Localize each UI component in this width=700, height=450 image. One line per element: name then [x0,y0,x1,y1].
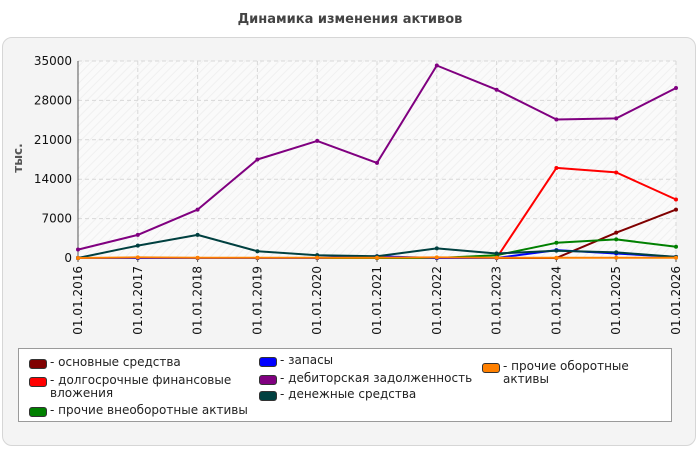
x-tick-label: 01.01.2020 [310,266,324,335]
y-tick-label: 21000 [34,133,72,147]
legend-label: - денежные средства [280,387,417,401]
legend-swatch [29,377,47,387]
legend-swatch [29,407,47,417]
legend-item: - основные средства [29,356,249,369]
x-tick-label: 01.01.2022 [430,266,444,335]
y-tick-label: 35000 [34,54,72,68]
data-point [674,86,678,91]
data-point [614,250,619,255]
data-point [614,230,619,235]
x-tick-label: 01.01.2017 [131,266,145,335]
chart-title: Динамика изменения активов [237,12,463,27]
legend-item: - денежные средства [259,388,479,401]
data-point [135,232,140,237]
data-point [195,207,200,212]
legend-item: - прочие внеоборотные активы [29,404,259,417]
x-tick-label: 01.01.2019 [250,266,264,335]
legend-label: - дебиторская задолженность [280,371,473,385]
x-tick-label: 01.01.2023 [490,266,504,335]
legend-swatch [259,391,277,401]
legend-label: - прочие внеоборотные активы [50,403,248,417]
legend-label: - основные средства [50,355,181,369]
data-point [434,63,439,68]
data-point [255,249,260,254]
data-point [674,255,678,260]
legend: - основные средства - долгосрочные финан… [18,348,672,422]
data-point [195,255,200,260]
y-tick-label: 28000 [34,93,72,107]
data-point [195,232,200,237]
y-tick-label: 0 [64,251,72,265]
data-point [674,207,678,212]
y-tick-label: 7000 [41,212,72,226]
legend-swatch [482,363,500,373]
data-point [674,244,678,249]
legend-swatch [259,375,277,385]
legend-label: - прочие оборотные активы [503,359,629,386]
data-point [315,138,320,143]
data-point [76,256,80,260]
legend-item: - долгосрочные финансовые вложения [29,374,239,400]
data-point [554,240,559,245]
data-point [614,116,619,121]
data-point [135,243,140,248]
data-point [494,255,499,260]
data-point [494,251,499,256]
x-tick-label: 01.01.2026 [669,266,683,335]
data-point [494,87,499,92]
legend-label: - запасы [280,353,334,367]
x-tick-label: 01.01.2025 [609,266,623,335]
data-point [554,255,559,260]
data-point [554,248,559,253]
data-point [76,247,80,252]
legend-label: - долгосрочные финансовые вложения [50,373,232,400]
data-point [614,237,619,242]
data-point [554,165,559,170]
legend-swatch [259,357,277,367]
data-point [255,255,260,260]
legend-item: - дебиторская задолженность [259,372,489,385]
x-tick-label: 01.01.2021 [370,266,384,335]
data-point [554,117,559,122]
y-tick-label: 14000 [34,172,72,186]
x-tick-label: 01.01.2018 [191,266,205,335]
data-point [255,157,260,162]
data-point [614,255,619,260]
legend-swatch [29,359,47,369]
legend-item: - прочие оборотные активы [482,360,672,386]
data-point [135,255,140,260]
x-tick-label: 01.01.2024 [549,266,563,335]
data-point [674,197,678,202]
data-point [434,255,439,260]
y-axis-label: тыс. [11,143,25,172]
data-point [315,255,320,260]
data-point [614,170,619,175]
data-point [375,255,379,260]
data-point [375,160,379,165]
x-tick-label: 01.01.2016 [71,266,85,335]
data-point [434,246,439,251]
legend-item: - запасы [259,354,479,367]
